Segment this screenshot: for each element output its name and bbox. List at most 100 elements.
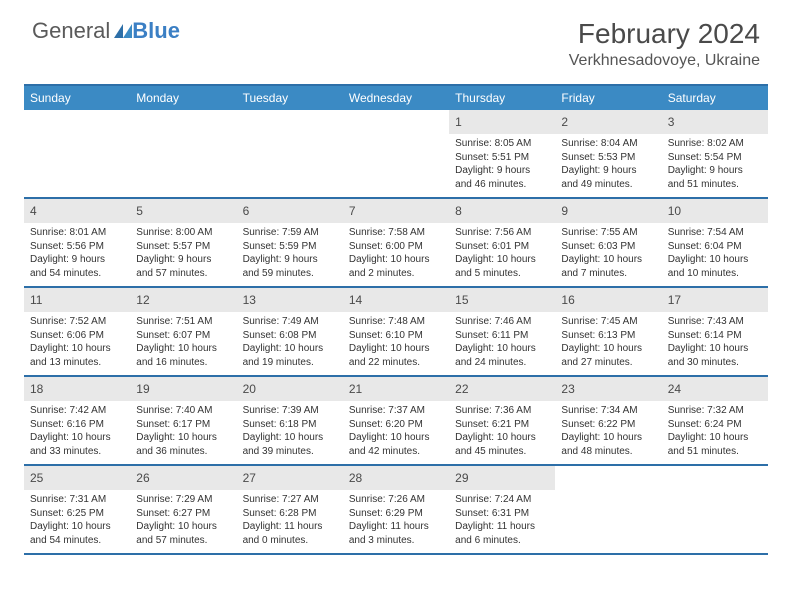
- day-number: 6: [243, 204, 250, 218]
- day-info: Sunrise: 7:43 AMSunset: 6:14 PMDaylight:…: [666, 315, 764, 369]
- sunrise-text: Sunrise: 7:37 AM: [349, 404, 443, 418]
- sunset-text: Sunset: 6:20 PM: [349, 418, 443, 432]
- daylight-text: Daylight: 9 hours and 59 minutes.: [243, 253, 337, 280]
- daylight-text: Daylight: 10 hours and 48 minutes.: [561, 431, 655, 458]
- day-empty: [237, 110, 343, 197]
- day-cell: 9Sunrise: 7:55 AMSunset: 6:03 PMDaylight…: [555, 199, 661, 286]
- daynum-row: 10: [662, 199, 768, 223]
- day-number: [561, 471, 564, 485]
- daylight-text: Daylight: 10 hours and 5 minutes.: [455, 253, 549, 280]
- daylight-text: Daylight: 9 hours and 46 minutes.: [455, 164, 549, 191]
- daylight-text: Daylight: 9 hours and 51 minutes.: [668, 164, 762, 191]
- day-info: Sunrise: 8:05 AMSunset: 5:51 PMDaylight:…: [453, 137, 551, 191]
- sunset-text: Sunset: 6:01 PM: [455, 240, 549, 254]
- sunset-text: Sunset: 6:27 PM: [136, 507, 230, 521]
- day-number: 13: [243, 293, 256, 307]
- sunrise-text: Sunrise: 7:43 AM: [668, 315, 762, 329]
- sunset-text: Sunset: 6:17 PM: [136, 418, 230, 432]
- day-info: Sunrise: 7:36 AMSunset: 6:21 PMDaylight:…: [453, 404, 551, 458]
- day-empty: [343, 110, 449, 197]
- sunset-text: Sunset: 6:07 PM: [136, 329, 230, 343]
- daylight-text: Daylight: 10 hours and 13 minutes.: [30, 342, 124, 369]
- day-info: Sunrise: 7:59 AMSunset: 5:59 PMDaylight:…: [241, 226, 339, 280]
- daylight-text: Daylight: 9 hours and 57 minutes.: [136, 253, 230, 280]
- daynum-row: 12: [130, 288, 236, 312]
- sunset-text: Sunset: 6:11 PM: [455, 329, 549, 343]
- day-info: Sunrise: 7:45 AMSunset: 6:13 PMDaylight:…: [559, 315, 657, 369]
- daylight-text: Daylight: 10 hours and 42 minutes.: [349, 431, 443, 458]
- day-cell: 12Sunrise: 7:51 AMSunset: 6:07 PMDayligh…: [130, 288, 236, 375]
- day-cell: 14 Sunrise: 7:48 AMSunset: 6:10 PMDayligh…: [343, 288, 449, 375]
- daylight-text: Daylight: 10 hours and 22 minutes.: [349, 342, 443, 369]
- day-info: Sunrise: 7:48 AMSunset: 6:10 PMDaylight:…: [347, 315, 445, 369]
- day-cell: 16Sunrise: 7:45 AMSunset: 6:13 PMDayligh…: [555, 288, 661, 375]
- day-cell: 5Sunrise: 8:00 AMSunset: 5:57 PMDaylight…: [130, 199, 236, 286]
- day-cell: 18Sunrise: 7:42 AMSunset: 6:16 PMDayligh…: [24, 377, 130, 464]
- day-info: Sunrise: 7:29 AMSunset: 6:27 PMDaylight:…: [134, 493, 232, 547]
- daynum-row: 14: [343, 288, 449, 312]
- daynum-row: 25: [24, 466, 130, 490]
- daylight-text: Daylight: 10 hours and 2 minutes.: [349, 253, 443, 280]
- day-number: 17: [668, 293, 681, 307]
- sunrise-text: Sunrise: 8:05 AM: [455, 137, 549, 151]
- day-cell: 28Sunrise: 7:26 AMSunset: 6:29 PMDayligh…: [343, 466, 449, 553]
- sunrise-text: Sunrise: 7:58 AM: [349, 226, 443, 240]
- sunset-text: Sunset: 6:31 PM: [455, 507, 549, 521]
- sunrise-text: Sunrise: 8:04 AM: [561, 137, 655, 151]
- day-number: 29: [455, 471, 468, 485]
- sunset-text: Sunset: 6:28 PM: [243, 507, 337, 521]
- sunset-text: Sunset: 5:54 PM: [668, 151, 762, 165]
- month-title: February 2024: [569, 18, 760, 50]
- day-number: 28: [349, 471, 362, 485]
- location: Verkhnesadovoye, Ukraine: [569, 52, 760, 70]
- sunset-text: Sunset: 6:22 PM: [561, 418, 655, 432]
- sunset-text: Sunset: 6:21 PM: [455, 418, 549, 432]
- day-cell: 11Sunrise: 7:52 AMSunset: 6:06 PMDayligh…: [24, 288, 130, 375]
- day-number: 12: [136, 293, 149, 307]
- day-number: 22: [455, 382, 468, 396]
- daylight-text: Daylight: 10 hours and 36 minutes.: [136, 431, 230, 458]
- daylight-text: Daylight: 10 hours and 57 minutes.: [136, 520, 230, 547]
- day-info: Sunrise: 7:27 AMSunset: 6:28 PMDaylight:…: [241, 493, 339, 547]
- sunset-text: Sunset: 6:18 PM: [243, 418, 337, 432]
- day-info: Sunrise: 7:24 AMSunset: 6:31 PMDaylight:…: [453, 493, 551, 547]
- day-cell: 2Sunrise: 8:04 AMSunset: 5:53 PMDaylight…: [555, 110, 661, 197]
- daynum-row: 7: [343, 199, 449, 223]
- day-cell: 6 Sunrise: 7:59 AMSunset: 5:59 PMDaylight…: [237, 199, 343, 286]
- daylight-text: Daylight: 10 hours and 33 minutes.: [30, 431, 124, 458]
- day-empty: [662, 466, 768, 553]
- sunset-text: Sunset: 6:08 PM: [243, 329, 337, 343]
- weekday-sunday: Sunday: [24, 86, 130, 110]
- sunrise-text: Sunrise: 8:00 AM: [136, 226, 230, 240]
- sunset-text: Sunset: 5:51 PM: [455, 151, 549, 165]
- day-cell: 20Sunrise: 7:39 AMSunset: 6:18 PMDayligh…: [237, 377, 343, 464]
- daynum-row: 6: [237, 199, 343, 223]
- daynum-row: 3: [662, 110, 768, 134]
- daylight-text: Daylight: 11 hours and 6 minutes.: [455, 520, 549, 547]
- sunrise-text: Sunrise: 7:54 AM: [668, 226, 762, 240]
- day-number: [243, 115, 246, 129]
- daylight-text: Daylight: 9 hours and 49 minutes.: [561, 164, 655, 191]
- day-number: 19: [136, 382, 149, 396]
- sunrise-text: Sunrise: 8:02 AM: [668, 137, 762, 151]
- day-info: Sunrise: 7:56 AMSunset: 6:01 PMDaylight:…: [453, 226, 551, 280]
- daylight-text: Daylight: 10 hours and 39 minutes.: [243, 431, 337, 458]
- logo-sail-icon: [114, 24, 132, 38]
- day-number: 9: [561, 204, 568, 218]
- daynum-row: [130, 110, 236, 134]
- daynum-row: [662, 466, 768, 490]
- day-cell: 26Sunrise: 7:29 AMSunset: 6:27 PMDayligh…: [130, 466, 236, 553]
- day-cell: 8Sunrise: 7:56 AMSunset: 6:01 PMDaylight…: [449, 199, 555, 286]
- week-row: 18Sunrise: 7:42 AMSunset: 6:16 PMDayligh…: [24, 377, 768, 466]
- daynum-row: 18: [24, 377, 130, 401]
- day-cell: 1Sunrise: 8:05 AMSunset: 5:51 PMDaylight…: [449, 110, 555, 197]
- day-cell: 25Sunrise: 7:31 AMSunset: 6:25 PMDayligh…: [24, 466, 130, 553]
- week-row: 25Sunrise: 7:31 AMSunset: 6:25 PMDayligh…: [24, 466, 768, 555]
- day-number: 18: [30, 382, 43, 396]
- sunrise-text: Sunrise: 8:01 AM: [30, 226, 124, 240]
- daynum-row: [24, 110, 130, 134]
- day-number: 11: [30, 293, 42, 307]
- daynum-row: 5: [130, 199, 236, 223]
- day-number: 27: [243, 471, 256, 485]
- daynum-row: 9: [555, 199, 661, 223]
